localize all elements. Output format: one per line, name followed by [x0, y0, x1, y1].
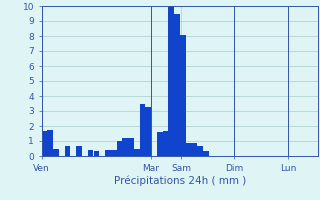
Bar: [128, 138, 134, 156]
Bar: [111, 150, 116, 156]
Bar: [116, 141, 122, 156]
Bar: [134, 149, 140, 156]
Bar: [203, 151, 209, 156]
Bar: [93, 151, 99, 156]
Bar: [105, 150, 111, 156]
Bar: [47, 130, 53, 156]
X-axis label: Précipitations 24h ( mm ): Précipitations 24h ( mm ): [114, 175, 246, 186]
Bar: [197, 146, 203, 156]
Bar: [186, 143, 192, 156]
Bar: [122, 138, 128, 156]
Bar: [42, 130, 47, 156]
Bar: [140, 104, 145, 156]
Bar: [163, 130, 168, 156]
Bar: [88, 150, 93, 156]
Bar: [174, 14, 180, 156]
Bar: [53, 148, 59, 156]
Bar: [180, 34, 186, 156]
Bar: [168, 6, 174, 156]
Bar: [76, 146, 82, 156]
Bar: [157, 132, 163, 156]
Bar: [145, 106, 151, 156]
Bar: [65, 146, 70, 156]
Bar: [192, 142, 197, 156]
